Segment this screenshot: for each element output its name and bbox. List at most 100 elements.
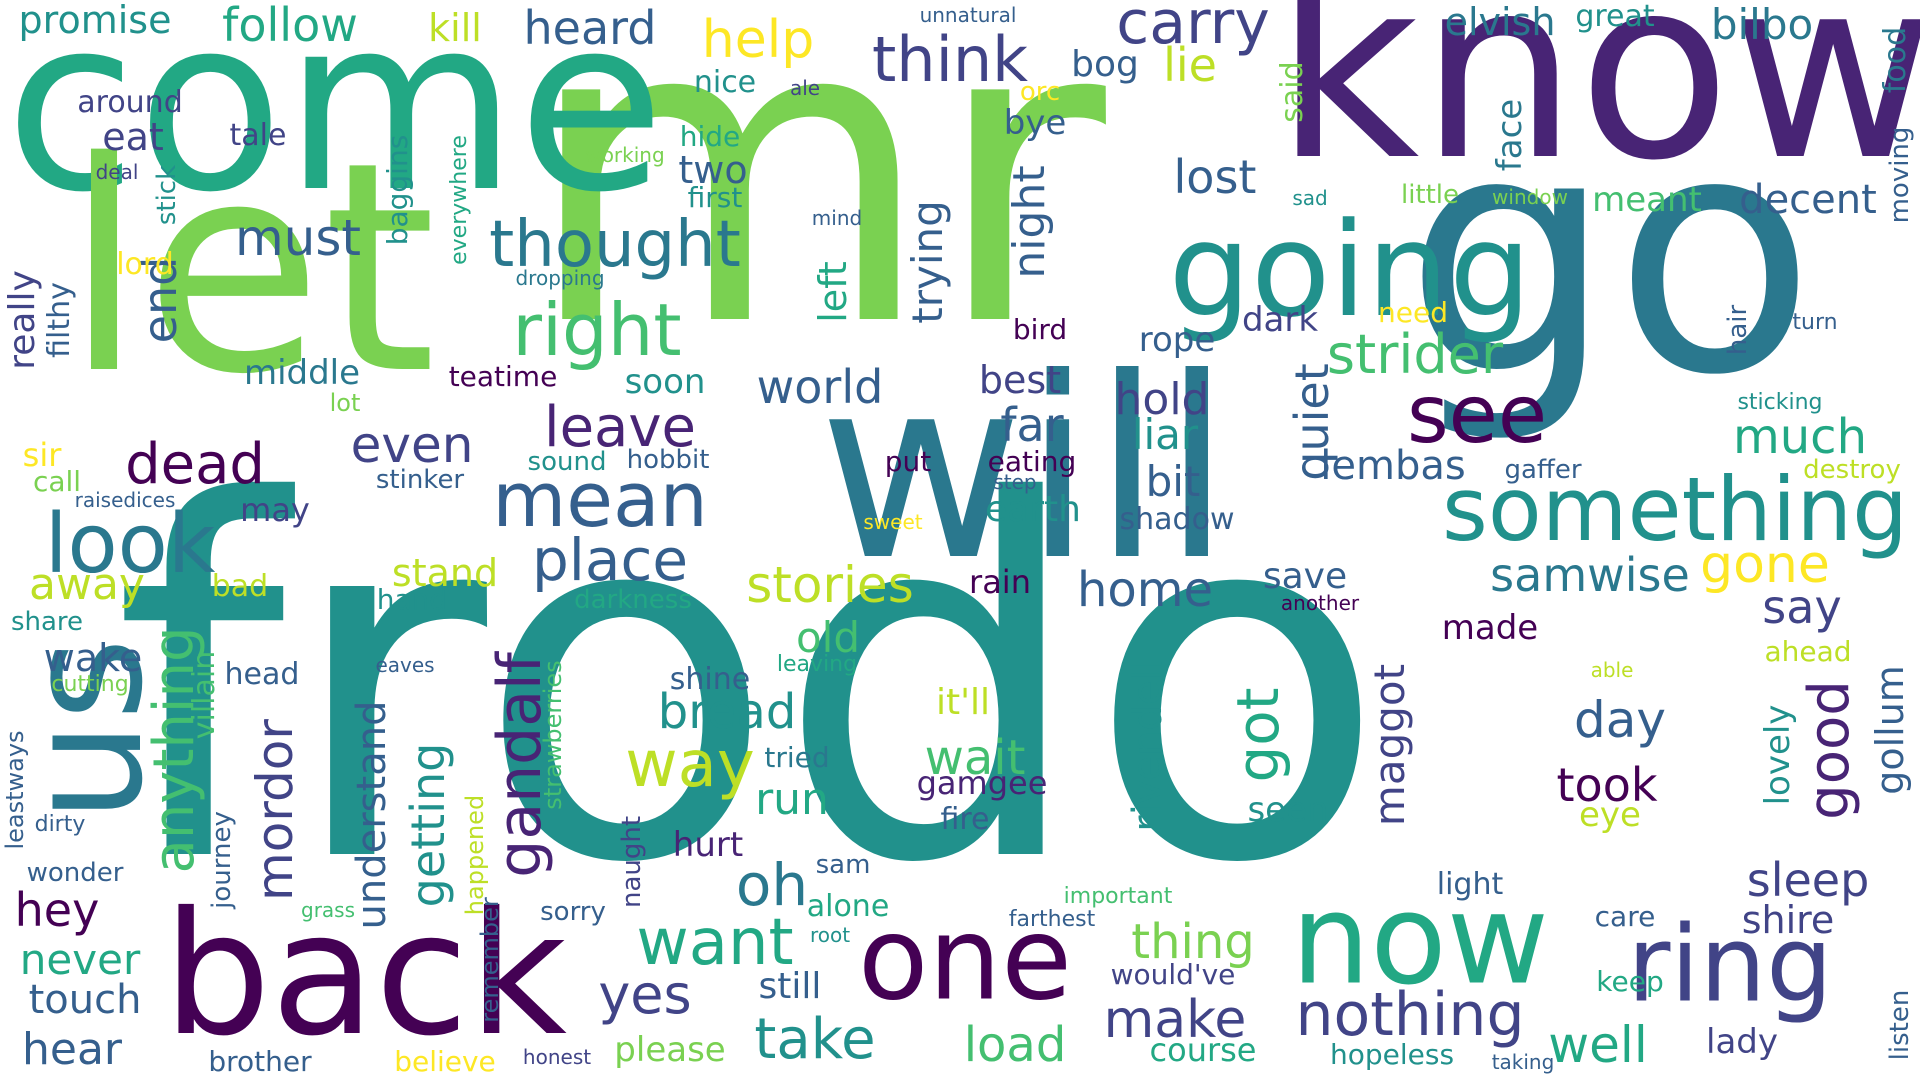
word-bit: bit bbox=[1145, 457, 1201, 506]
word-say: say bbox=[1762, 580, 1842, 634]
word-thought: thought bbox=[489, 208, 741, 282]
word-farthest: farthest bbox=[1008, 907, 1096, 932]
word-will: will bbox=[818, 324, 1232, 615]
word-bye: bye bbox=[1003, 103, 1067, 143]
word-stand: stand bbox=[391, 551, 499, 595]
word-fire: fire bbox=[940, 802, 990, 837]
word-yes: yes bbox=[598, 963, 692, 1026]
word-know: know bbox=[1274, 0, 1920, 215]
word-cutting: cutting bbox=[51, 672, 129, 697]
word-would've: would've bbox=[1110, 958, 1236, 991]
word-touch: touch bbox=[28, 977, 142, 1023]
word-even: even bbox=[350, 416, 474, 474]
word-world: world bbox=[756, 360, 884, 414]
word-eating: eating bbox=[987, 445, 1077, 478]
word-best: best bbox=[978, 358, 1062, 402]
word-course: course bbox=[1149, 1031, 1257, 1069]
word-right: right bbox=[512, 288, 682, 372]
word-deal: deal bbox=[95, 160, 139, 184]
word-villain: villain bbox=[187, 650, 222, 740]
word-hobbit: hobbit bbox=[626, 445, 710, 475]
word-sir: sir bbox=[22, 436, 62, 474]
word-may: may bbox=[240, 491, 310, 529]
word-far: far bbox=[1000, 398, 1064, 452]
word-two: two bbox=[678, 148, 748, 192]
word-strider: strider bbox=[1326, 323, 1504, 386]
word-working: working bbox=[585, 143, 665, 167]
word-hide: hide bbox=[679, 120, 741, 153]
word-bad: bad bbox=[211, 569, 269, 604]
word-never: never bbox=[19, 935, 141, 984]
word-away: away bbox=[29, 559, 145, 610]
word-make: make bbox=[1103, 990, 1247, 1050]
word-wonder: wonder bbox=[26, 858, 124, 888]
word-oh: oh bbox=[735, 851, 809, 919]
word-lembas: lembas bbox=[1320, 443, 1466, 489]
word-remember: remember bbox=[476, 897, 504, 1023]
word-good: good bbox=[1797, 680, 1862, 820]
word-care: care bbox=[1594, 900, 1656, 933]
word-little: little bbox=[1400, 180, 1460, 210]
word-believe: believe bbox=[394, 1045, 496, 1078]
word-sorry: sorry bbox=[540, 897, 606, 927]
word-light: light bbox=[1436, 867, 1504, 902]
word-back: back bbox=[163, 876, 567, 1074]
word-window: window bbox=[1492, 185, 1568, 209]
word-gaffer: gaffer bbox=[1504, 455, 1582, 485]
word-mind: mind bbox=[811, 206, 863, 230]
word-one: one bbox=[858, 892, 1072, 1027]
word-lord: lord bbox=[116, 247, 174, 282]
word-kill: kill bbox=[428, 6, 482, 50]
word-shadow: shadow bbox=[1119, 502, 1235, 537]
word-eat: eat bbox=[102, 115, 164, 159]
word-hold: hold bbox=[1114, 374, 1210, 425]
word-rope: rope bbox=[1138, 320, 1216, 360]
word-able: able bbox=[1590, 658, 1634, 682]
word-hand: hand bbox=[376, 583, 448, 616]
word-earth: earth bbox=[985, 489, 1081, 530]
word-put: put bbox=[884, 445, 932, 478]
word-dead: dead bbox=[125, 432, 265, 497]
word-sound: sound bbox=[527, 447, 607, 477]
word-grass: grass bbox=[300, 898, 356, 922]
word-follow: follow bbox=[222, 0, 358, 52]
word-run: run bbox=[755, 774, 829, 825]
word-said: said bbox=[1275, 61, 1310, 123]
word-seen: seen bbox=[1247, 790, 1329, 830]
word-call: call bbox=[32, 465, 82, 498]
word-hear: hear bbox=[21, 1024, 123, 1075]
word-see: see bbox=[1406, 368, 1548, 461]
word-it'll: it'll bbox=[935, 682, 991, 723]
word-orc: orc bbox=[1019, 77, 1061, 107]
word-lot: lot bbox=[329, 389, 361, 417]
word-stick: stick bbox=[152, 164, 182, 226]
word-wake: wake bbox=[43, 636, 143, 680]
word-keep: keep bbox=[1596, 965, 1664, 998]
word-soon: soon bbox=[624, 362, 706, 402]
word-lovely: lovely bbox=[1758, 704, 1798, 806]
word-took: took bbox=[1556, 758, 1658, 812]
word-samwise: samwise bbox=[1490, 548, 1690, 602]
word-really: really bbox=[2, 270, 43, 370]
word-trying: trying bbox=[903, 200, 952, 324]
word-baggins: baggins bbox=[381, 134, 414, 246]
word-important: important bbox=[1063, 884, 1173, 909]
word-left: left bbox=[811, 261, 855, 323]
word-made: made bbox=[1441, 608, 1539, 648]
word-lost: lost bbox=[1173, 150, 1257, 204]
word-dark: dark bbox=[1241, 300, 1319, 340]
word-bog: bog bbox=[1071, 44, 1139, 85]
word-well: well bbox=[1548, 1016, 1648, 1074]
word-listen: listen bbox=[1885, 989, 1915, 1061]
word-ahead: ahead bbox=[1764, 635, 1852, 668]
word-think: think bbox=[871, 23, 1029, 96]
word-take: take bbox=[754, 1007, 876, 1072]
word-leastways: leastways bbox=[1, 730, 29, 850]
word-decent: decent bbox=[1739, 177, 1877, 223]
word-place: place bbox=[531, 526, 689, 594]
word-want: want bbox=[636, 906, 794, 980]
word-sweet: sweet bbox=[863, 510, 923, 534]
word-sleep: sleep bbox=[1746, 853, 1870, 907]
word-save: save bbox=[1262, 556, 1348, 597]
word-rivendell: rivendell bbox=[1125, 658, 1171, 832]
